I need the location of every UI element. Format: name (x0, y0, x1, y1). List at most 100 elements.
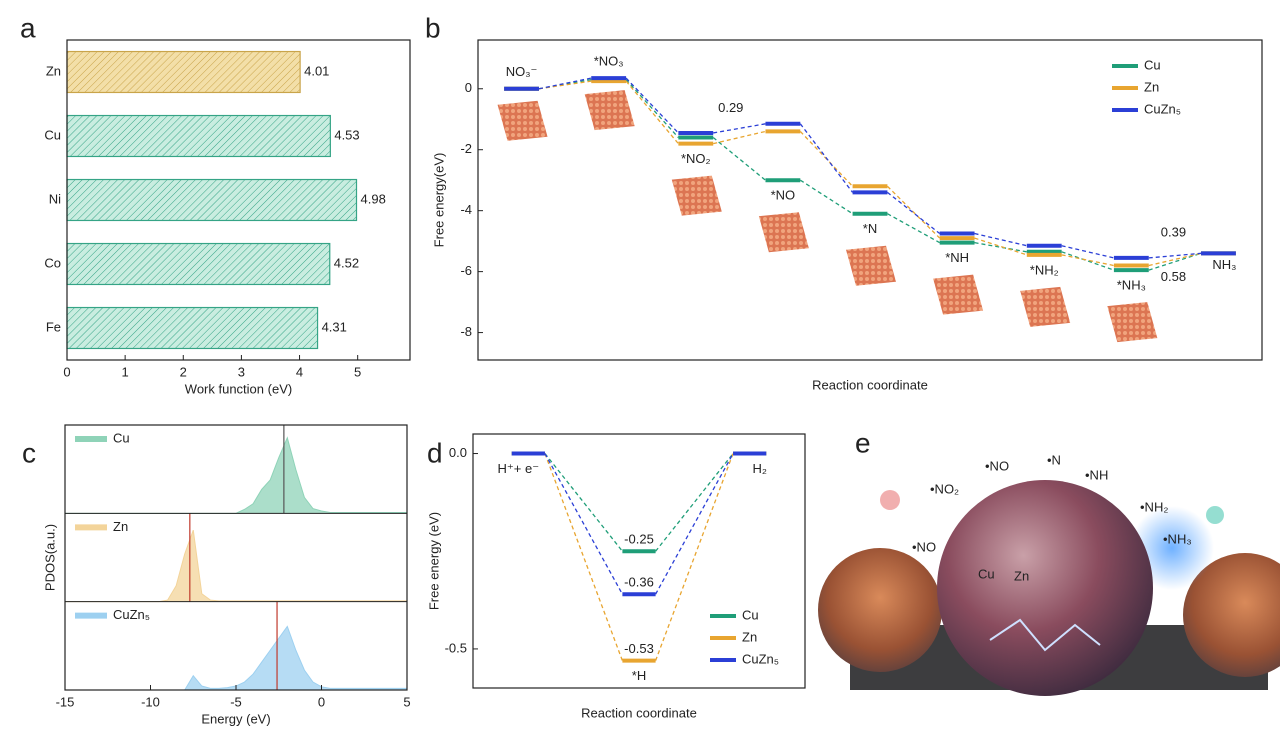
category-label: *NO₂ (681, 151, 711, 166)
y-tick-label: -4 (460, 202, 472, 217)
annotation: 0.58 (1161, 269, 1186, 284)
illustration-label: •NH₂ (1140, 499, 1168, 514)
data-label: -0.36 (624, 575, 654, 590)
category-label: *N (863, 221, 877, 236)
connector (712, 137, 766, 181)
bar (66, 178, 358, 222)
connector (1061, 251, 1115, 271)
bar (66, 306, 319, 350)
particle (1183, 553, 1280, 677)
slab-model (671, 175, 722, 216)
slab-model (933, 274, 984, 315)
illustration (818, 430, 1280, 696)
illustration-label: •NO (912, 539, 936, 554)
x-tick-label: -5 (230, 694, 242, 709)
spark (989, 618, 1101, 652)
illustration-label: •NO (985, 458, 1009, 473)
x-axis-label: Reaction coordinate (581, 705, 697, 720)
legend-label: Zn (1144, 79, 1159, 94)
value-label: 4.98 (361, 191, 386, 206)
connector (1148, 252, 1202, 267)
slab-model (584, 90, 635, 131)
illustration-label: •NH (1085, 467, 1108, 482)
y-tick-label: Cu (44, 127, 61, 142)
x-tick-label: -15 (56, 694, 75, 709)
molecule (1206, 506, 1224, 524)
connector (974, 237, 1027, 256)
value-label: 4.01 (304, 63, 329, 78)
slab-model (1020, 286, 1071, 327)
illustration-label: Zn (1014, 568, 1029, 583)
annotation: 0.29 (718, 100, 743, 115)
pdos-area (65, 626, 407, 690)
illustration-label: •NH₃ (1163, 531, 1192, 546)
connector (1061, 245, 1115, 259)
connector (974, 242, 1027, 253)
category-label: NO₃⁻ (506, 64, 538, 79)
panel-label: b (425, 12, 441, 43)
legend-label: Zn (113, 519, 128, 534)
legend-label: Zn (742, 629, 757, 644)
x-tick-label: 2 (180, 364, 187, 379)
legend-label: CuZn₅ (1144, 101, 1181, 116)
x-tick-label: 0 (318, 694, 325, 709)
connector (544, 453, 623, 595)
y-tick-label: -2 (460, 141, 472, 156)
legend-label: Cu (742, 607, 759, 622)
connector (655, 453, 734, 595)
panel-label: d (427, 437, 443, 468)
y-axis-label: Free energy(eV) (431, 153, 446, 248)
annotation: 0.39 (1161, 225, 1186, 240)
illustration-label: Cu (978, 566, 995, 581)
slab-model (1107, 302, 1158, 343)
category-label: *NH (945, 250, 969, 265)
y-tick-label: -8 (460, 324, 472, 339)
y-tick-label: Co (44, 255, 61, 270)
plot-frame (477, 39, 1263, 361)
x-tick-label: 5 (403, 694, 410, 709)
connector (1148, 252, 1202, 259)
category-label: H₂ (752, 461, 766, 476)
category-label: NH₃ (1212, 257, 1236, 272)
bar (66, 114, 331, 158)
legend-label: CuZn₅ (742, 651, 779, 666)
y-tick-label: -6 (460, 263, 472, 278)
connector (713, 123, 766, 134)
x-tick-label: 5 (354, 364, 361, 379)
value-label: 4.31 (322, 319, 347, 334)
y-tick-label: Zn (46, 63, 61, 78)
connector (713, 130, 766, 145)
connector (799, 179, 853, 215)
x-axis-label: Energy (eV) (201, 711, 270, 726)
y-tick-label: Ni (49, 191, 61, 206)
legend-label: Cu (113, 430, 130, 445)
pdos-line (65, 436, 407, 514)
connector (544, 453, 623, 552)
y-axis-label: PDOS(a.u.) (42, 524, 57, 591)
pdos-area (65, 530, 407, 602)
y-tick-label: Fe (46, 319, 61, 334)
connector (1061, 254, 1115, 267)
slab-model (497, 100, 548, 141)
plot-frame (472, 433, 806, 689)
x-tick-label: 4 (296, 364, 303, 379)
connector (625, 79, 679, 138)
y-axis-label: Free energy (eV) (426, 512, 441, 610)
pdos-area (65, 437, 407, 514)
connector (799, 123, 854, 193)
x-tick-label: -10 (141, 694, 160, 709)
connector (625, 80, 679, 145)
slab-model (758, 212, 809, 253)
plot-frame (66, 39, 411, 361)
panel-label: c (22, 437, 36, 468)
connector (538, 77, 592, 90)
data-label: -0.25 (624, 532, 654, 547)
category-label: *NO₃ (594, 54, 624, 69)
bar (66, 50, 301, 94)
connector (1148, 252, 1202, 271)
x-axis-label: Reaction coordinate (812, 377, 928, 392)
y-tick-label: 0.0 (449, 445, 467, 460)
connector (887, 213, 941, 244)
connector (654, 453, 734, 661)
